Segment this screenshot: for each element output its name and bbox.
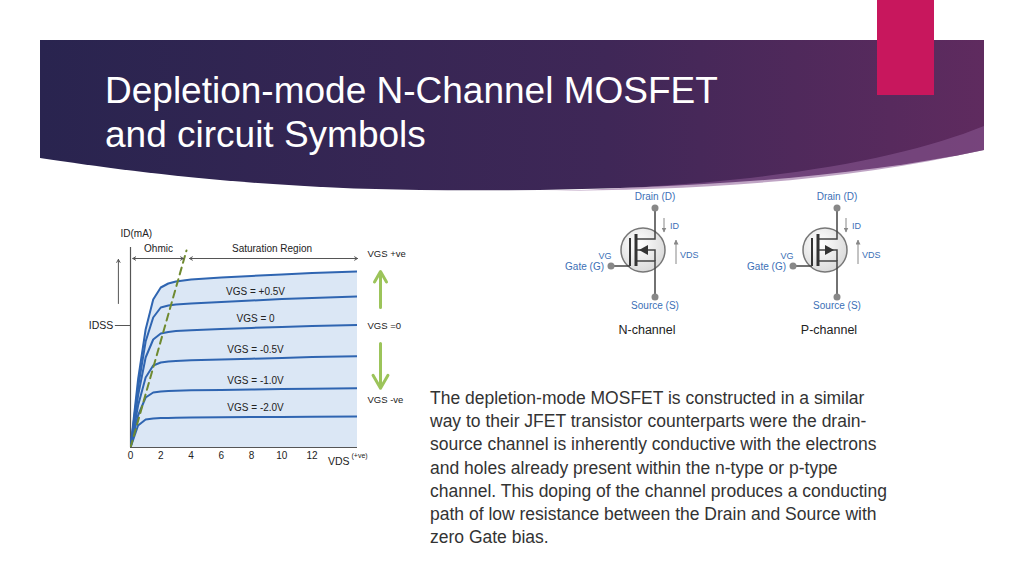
svg-text:channel. This doping of the ch: channel. This doping of the channel prod… [430, 481, 887, 501]
svg-text:path of low resistance between: path of low resistance between the Drain… [430, 504, 877, 524]
svg-text:4: 4 [188, 450, 194, 461]
svg-text:IDSS: IDSS [89, 319, 114, 331]
svg-text:VGS +ve: VGS +ve [368, 248, 406, 259]
svg-text:VGS = -2.0V: VGS = -2.0V [227, 402, 284, 413]
svg-text:way to their JFET transistor c: way to their JFET transistor counterpart… [429, 411, 867, 431]
svg-text:10: 10 [276, 450, 288, 461]
svg-text:N-channel: N-channel [619, 323, 676, 337]
svg-text:VDS: VDS [680, 250, 699, 260]
svg-text:VG: VG [598, 251, 611, 261]
svg-text:0: 0 [128, 450, 134, 461]
svg-text:zero Gate bias.: zero Gate bias. [430, 527, 549, 547]
svg-text:and holes already present with: and holes already present within the n-t… [430, 458, 838, 478]
svg-text:VG: VG [780, 251, 793, 261]
svg-text:ID(mA): ID(mA) [121, 228, 153, 239]
svg-text:Gate (G): Gate (G) [747, 261, 786, 272]
svg-text:Saturation Region: Saturation Region [232, 243, 312, 254]
svg-text:VGS -ve: VGS -ve [368, 394, 404, 405]
svg-text:ID: ID [670, 221, 680, 231]
svg-text:VGS = -1.0V: VGS = -1.0V [227, 375, 284, 386]
svg-text:(+ve): (+ve) [352, 452, 368, 460]
svg-text:Depletion-mode N-Channel MOSFE: Depletion-mode N-Channel MOSFET [105, 70, 718, 111]
svg-text:8: 8 [249, 450, 255, 461]
svg-text:P-channel: P-channel [801, 323, 857, 337]
svg-text:and circuit Symbols: and circuit Symbols [105, 114, 426, 155]
svg-text:VDS: VDS [862, 250, 881, 260]
svg-text:source channel is inherently c: source channel is inherently conductive … [430, 434, 877, 454]
svg-text:VDS: VDS [328, 455, 350, 467]
svg-text:Source (S): Source (S) [813, 300, 861, 311]
svg-text:VGS = 0: VGS = 0 [237, 313, 276, 324]
svg-text:VGS = +0.5V: VGS = +0.5V [226, 286, 285, 297]
svg-text:VGS =0: VGS =0 [368, 320, 402, 331]
svg-text:2: 2 [158, 450, 164, 461]
svg-text:Gate (G): Gate (G) [565, 261, 604, 272]
svg-text:6: 6 [219, 450, 225, 461]
svg-text:12: 12 [307, 450, 319, 461]
svg-text:Drain (D): Drain (D) [635, 191, 676, 202]
svg-text:Drain (D): Drain (D) [817, 191, 858, 202]
svg-text:Source (S): Source (S) [631, 300, 679, 311]
svg-text:ID: ID [852, 221, 862, 231]
svg-text:Ohmic: Ohmic [144, 243, 173, 254]
svg-text:The depletion-mode MOSFET is c: The depletion-mode MOSFET is constructed… [430, 388, 865, 408]
svg-text:VGS = -0.5V: VGS = -0.5V [227, 344, 284, 355]
